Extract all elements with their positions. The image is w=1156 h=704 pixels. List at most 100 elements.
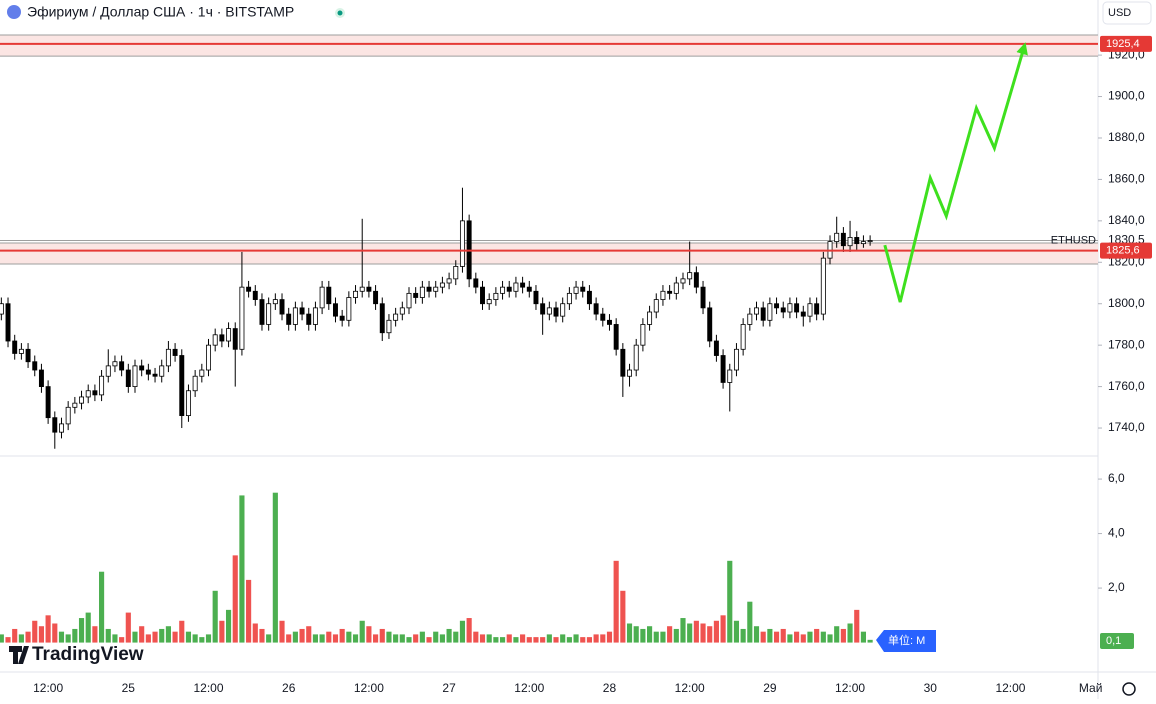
currency[interactable]: USD bbox=[1108, 7, 1131, 19]
volume-bar bbox=[292, 631, 298, 643]
volume-bar bbox=[773, 631, 780, 643]
volume-bar bbox=[860, 631, 867, 643]
volume-bar bbox=[439, 634, 445, 643]
candle-body bbox=[426, 286, 432, 292]
candle-body bbox=[312, 307, 318, 325]
volume-bar bbox=[680, 618, 686, 643]
volume-bar bbox=[840, 628, 846, 643]
volume-bar bbox=[413, 634, 419, 643]
logo: TradingView bbox=[32, 644, 144, 665]
volume-bar bbox=[32, 620, 38, 643]
candle-body bbox=[59, 423, 64, 433]
volume-bar bbox=[713, 620, 719, 643]
volume-bar bbox=[225, 609, 232, 643]
y-tick-label: 1740,0 bbox=[1108, 420, 1145, 434]
volume-bar bbox=[419, 631, 425, 643]
candle-body bbox=[165, 348, 171, 367]
y-tick-label: 1860,0 bbox=[1108, 172, 1145, 186]
status-dot bbox=[337, 10, 343, 16]
volume-bar bbox=[58, 631, 65, 643]
volume-bar bbox=[834, 626, 840, 643]
candle-body bbox=[613, 324, 619, 350]
volume-bar bbox=[787, 634, 793, 643]
volume-bar bbox=[205, 634, 212, 643]
candle-body bbox=[800, 311, 806, 317]
volume-bar bbox=[546, 634, 552, 643]
volume-bar bbox=[453, 631, 459, 643]
volume-bar bbox=[586, 637, 593, 643]
volume-bar bbox=[499, 637, 506, 643]
volume-bar bbox=[379, 628, 385, 643]
x-tick-label: 30 bbox=[924, 681, 938, 695]
volume-bar bbox=[633, 626, 639, 643]
candle-body bbox=[546, 307, 552, 315]
candle-body bbox=[653, 299, 659, 313]
volume-bar bbox=[332, 634, 339, 643]
candle-body bbox=[319, 286, 325, 309]
volume-bar bbox=[667, 626, 673, 643]
volume-bar bbox=[526, 637, 532, 643]
volume-bar bbox=[279, 620, 285, 643]
volume-last-label: 0,1 bbox=[1106, 635, 1121, 647]
volume-bar bbox=[533, 637, 539, 643]
volume-bar bbox=[386, 631, 392, 643]
candle-body bbox=[453, 266, 459, 280]
x-tick-label: 29 bbox=[763, 681, 777, 695]
logo-icon bbox=[9, 646, 29, 664]
candle-body bbox=[774, 303, 780, 309]
volume-bar bbox=[5, 637, 11, 643]
volume-bar bbox=[85, 612, 91, 643]
y-tick-label: 1760,0 bbox=[1108, 379, 1145, 393]
candle-body bbox=[266, 303, 272, 325]
candle-body bbox=[272, 299, 278, 305]
candle-body bbox=[279, 299, 285, 315]
volume-bar bbox=[373, 634, 379, 643]
volume-bar bbox=[125, 612, 131, 643]
currency-box[interactable] bbox=[1102, 1, 1152, 25]
volume-bar bbox=[580, 637, 586, 643]
volume-bar bbox=[767, 628, 773, 643]
volume-bar bbox=[827, 634, 833, 643]
volume-bar bbox=[393, 634, 399, 643]
candle-body bbox=[99, 375, 105, 396]
x-tick-label: 28 bbox=[603, 681, 617, 695]
candle-body bbox=[132, 365, 138, 387]
volume-bar bbox=[854, 609, 860, 643]
settings-icon[interactable] bbox=[1122, 682, 1136, 696]
candle-body bbox=[25, 348, 31, 363]
candle-body bbox=[526, 286, 532, 292]
candle-body bbox=[359, 286, 365, 292]
volume-bar bbox=[600, 634, 606, 643]
x-tick-label: 12:00 bbox=[995, 681, 1025, 695]
volume-bar bbox=[513, 637, 519, 643]
candle-body bbox=[286, 313, 292, 325]
volume-bar bbox=[506, 634, 512, 643]
candle-body bbox=[480, 286, 485, 305]
volume-bar bbox=[626, 623, 633, 643]
candle-body bbox=[105, 365, 111, 377]
volume-bar bbox=[78, 618, 85, 643]
candle-body bbox=[18, 348, 24, 354]
volume-bar bbox=[727, 560, 733, 643]
candle-body bbox=[292, 307, 298, 325]
volume-bar bbox=[366, 626, 372, 643]
candle-body bbox=[733, 348, 739, 371]
y-tick-label: 1900,0 bbox=[1108, 89, 1145, 103]
volume-bar bbox=[246, 579, 252, 643]
y-tick-label: 1840,0 bbox=[1108, 213, 1145, 227]
volume-bar bbox=[72, 628, 78, 643]
candle-body bbox=[814, 303, 820, 315]
volume-bar bbox=[306, 626, 312, 643]
volume-bar bbox=[593, 634, 599, 643]
volume-bar bbox=[286, 634, 292, 643]
x-tick-label: 12:00 bbox=[354, 681, 384, 695]
candle-body bbox=[867, 240, 873, 242]
x-tick-label: 26 bbox=[282, 681, 296, 695]
candle-body bbox=[687, 272, 693, 280]
volume-bar bbox=[640, 628, 646, 643]
y-tick-label: 1880,0 bbox=[1108, 130, 1145, 144]
volume-bar bbox=[606, 631, 613, 643]
candle-body bbox=[854, 237, 860, 245]
volume-bar bbox=[753, 626, 760, 643]
candle-body bbox=[339, 315, 345, 321]
